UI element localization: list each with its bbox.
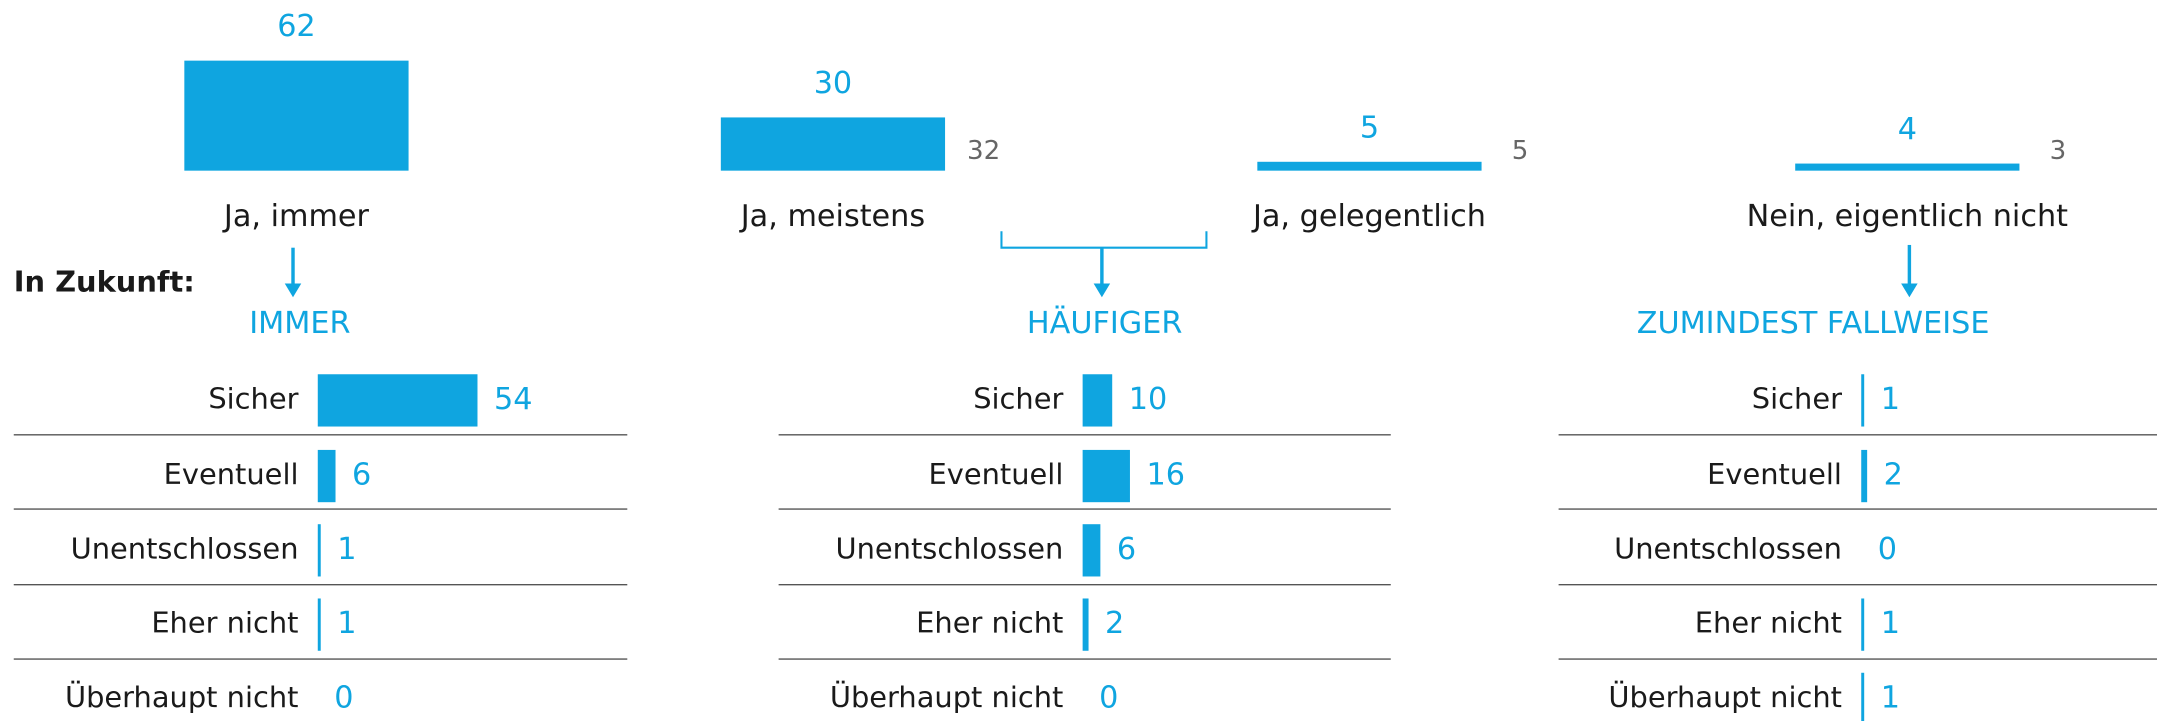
category-label: Überhaupt nicht [65,680,299,714]
group-title: HÄUFIGER [1027,305,1182,341]
annotation: In Zukunft: [14,264,195,298]
category-label: Sicher [1752,381,1842,415]
value-label: 62 [277,9,316,44]
secondary-value-label: 3 [2050,136,2067,166]
secondary-value-label: 32 [967,136,1000,166]
bar [1082,524,1101,577]
category-label: Eventuell [929,457,1064,491]
category-label: Ja, meistens [739,199,925,234]
bar [1082,449,1130,503]
category-label: Eher nicht [151,606,298,640]
bar [1861,672,1865,721]
bar [1861,449,1868,503]
value-label: 4 [1898,112,1917,147]
value-label: 0 [334,680,353,715]
value-label: 0 [1878,532,1897,567]
value-label: 10 [1129,382,1168,417]
value-label: 54 [494,382,533,417]
bar [317,598,321,651]
value-label: 5 [1360,110,1379,145]
bar [1795,163,2020,171]
group-title: IMMER [249,306,350,341]
bar [1861,374,1865,427]
category-label: Sicher [973,381,1063,415]
category-label: Eher nicht [1695,606,1842,640]
group-title: ZUMINDEST FALLWEISE [1637,306,1990,341]
arrow-head [1901,283,1918,298]
bar [1861,598,1865,651]
category-label: Eher nicht [916,606,1063,640]
value-label: 1 [1881,382,1900,417]
value-label: 1 [1881,606,1900,641]
secondary-value-label: 5 [1512,136,1529,166]
bar [720,117,946,171]
bar [317,374,478,427]
category-label: Unentschlossen [71,531,299,565]
category-label: Nein, eigentlich nicht [1747,199,2069,234]
bar [317,524,321,577]
bracket [1000,231,1208,249]
value-label: 0 [1099,680,1118,715]
category-label: Unentschlossen [1614,531,1842,565]
value-label: 16 [1146,458,1185,493]
arrow-head [1093,283,1111,298]
category-label: Ja, gelegentlich [1251,199,1486,234]
bar [1082,598,1089,651]
value-label: 2 [1884,458,1903,493]
bar [1257,161,1482,171]
category-label: Eventuell [1707,457,1842,491]
bar [184,60,409,171]
bar [1082,374,1113,427]
category-label: Eventuell [164,457,299,491]
category-label: Ja, immer [222,199,370,234]
category-label: Unentschlossen [835,531,1063,565]
value-label: 30 [814,66,852,101]
value-label: 6 [1117,532,1136,567]
value-label: 1 [337,532,356,567]
value-label: 1 [337,606,356,641]
bar [317,449,336,503]
category-label: Sicher [208,381,298,415]
arrows [284,231,1918,298]
category-label: Überhaupt nicht [1608,680,1842,714]
value-label: 6 [352,458,371,493]
category-label: Überhaupt nicht [830,680,1064,714]
value-label: 2 [1105,606,1124,641]
arrow-head [284,283,302,298]
value-label: 1 [1881,680,1900,715]
